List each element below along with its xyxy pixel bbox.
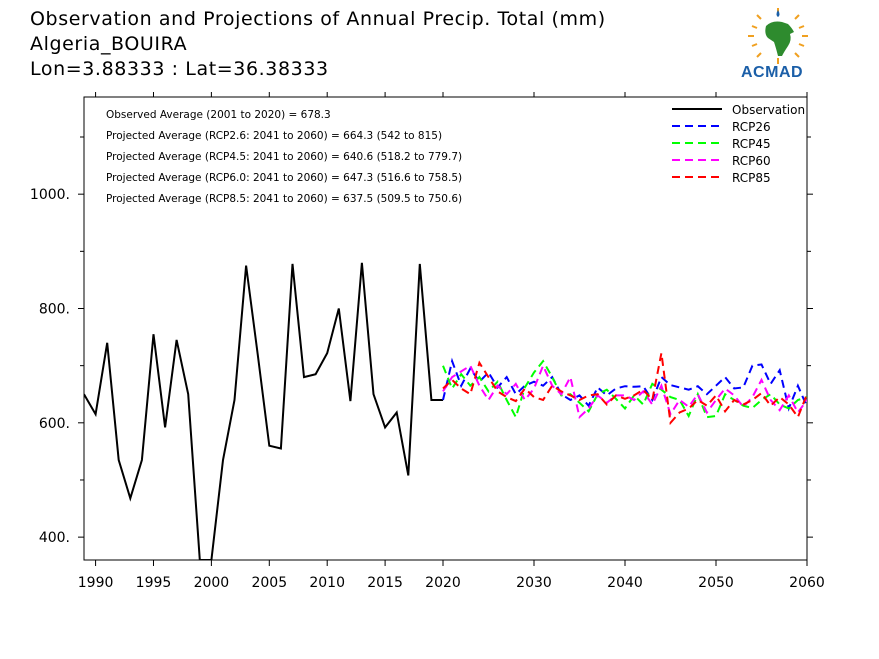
- x-tick-label: 1995: [136, 575, 172, 591]
- x-tick-label: 1990: [78, 575, 114, 591]
- series-rcp85: [442, 352, 807, 426]
- x-tick-label: 2010: [309, 575, 345, 591]
- x-tick-label: 2040: [607, 575, 643, 591]
- chart-title: Observation and Projections of Annual Pr…: [30, 8, 606, 30]
- y-tick-label: 600.: [39, 416, 70, 432]
- series-observation: [84, 262, 443, 560]
- x-tick-label: 2020: [425, 575, 461, 591]
- x-tick-label: 2005: [251, 575, 287, 591]
- average-annotation: Projected Average (RCP6.0: 2041 to 2060)…: [106, 172, 462, 184]
- acmad-logo: [738, 6, 818, 84]
- location-name: Algeria_BOUIRA: [30, 33, 188, 55]
- legend-label-rcp26: RCP26: [732, 120, 771, 134]
- y-tick-label: 400.: [39, 530, 70, 546]
- average-annotation: Projected Average (RCP2.6: 2041 to 2060)…: [106, 130, 442, 142]
- legend-label-rcp45: RCP45: [732, 137, 771, 151]
- x-tick-label: 2050: [698, 575, 734, 591]
- acmad-logo-text: ACMAD: [741, 64, 804, 81]
- y-tick-label: 800.: [39, 301, 70, 317]
- africa-map-icon: [748, 8, 808, 64]
- legend-label-rcp85: RCP85: [732, 171, 771, 185]
- average-annotation: Projected Average (RCP4.5: 2041 to 2060)…: [106, 151, 462, 163]
- plot-frame: [83, 96, 808, 561]
- legend-label-rcp60: RCP60: [732, 154, 771, 168]
- average-annotation: Observed Average (2001 to 2020) = 678.3: [106, 109, 331, 121]
- series-rcp45: [442, 359, 807, 420]
- x-tick-label: 2015: [367, 575, 403, 591]
- y-tick-label: 1000.: [30, 187, 70, 203]
- series-rcp26: [442, 357, 807, 412]
- location-coordinates: Lon=3.88333 : Lat=36.38333: [30, 58, 329, 80]
- x-tick-label: 2060: [789, 575, 825, 591]
- legend-label-observation: Observation: [732, 103, 805, 117]
- x-tick-label: 2030: [516, 575, 552, 591]
- average-annotation: Projected Average (RCP8.5: 2041 to 2060)…: [106, 193, 462, 205]
- x-tick-label: 2000: [194, 575, 230, 591]
